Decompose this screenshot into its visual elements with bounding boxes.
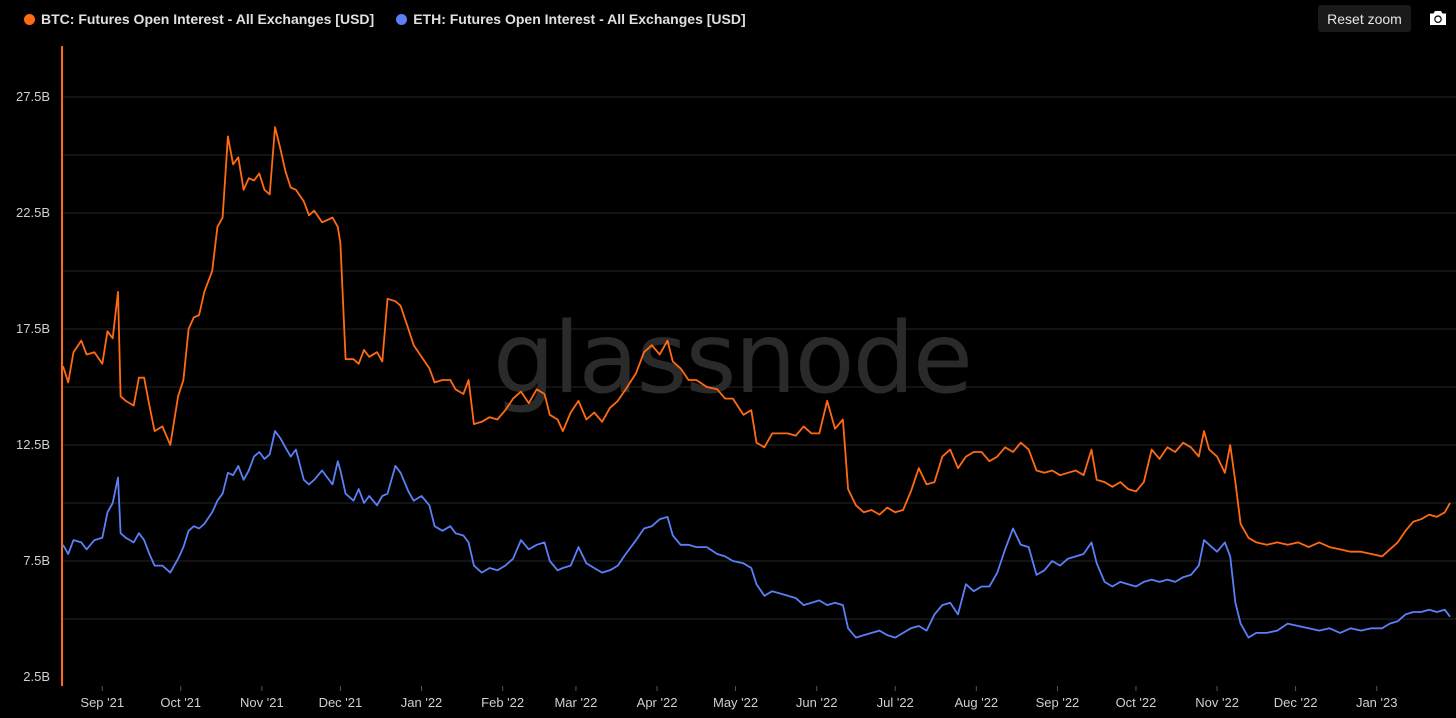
x-tick-label: Apr '22 <box>637 695 678 710</box>
y-tick-label: 12.5B <box>16 437 50 452</box>
x-tick-label: Feb '22 <box>481 695 524 710</box>
y-tick-label: 22.5B <box>16 205 50 220</box>
reset-zoom-button[interactable]: Reset zoom <box>1318 5 1411 32</box>
x-tick-label: Jul '22 <box>877 695 914 710</box>
x-tick-label: Sep '21 <box>80 695 124 710</box>
x-axis-ticks: Sep '21 Oct '21 Nov '21 Dec '21 Jan '22 Feb '… <box>80 686 1397 710</box>
x-tick-label: Sep '22 <box>1036 695 1080 710</box>
chart-legend: BTC: Futures Open Interest - All Exchang… <box>24 11 746 27</box>
x-tick-label: Dec '21 <box>319 695 363 710</box>
x-tick-label: Mar '22 <box>554 695 597 710</box>
legend-item-btc[interactable]: BTC: Futures Open Interest - All Exchang… <box>24 11 374 27</box>
legend-item-eth[interactable]: ETH: Futures Open Interest - All Exchang… <box>396 11 746 27</box>
y-tick-label: 27.5B <box>16 89 50 104</box>
y-tick-label: 7.5B <box>23 553 50 568</box>
y-tick-label: 2.5B <box>23 669 50 684</box>
x-tick-label: Aug '22 <box>954 695 998 710</box>
x-tick-label: Nov '21 <box>240 695 284 710</box>
y-tick-label: 17.5B <box>16 321 50 336</box>
series-line-btc[interactable] <box>62 126 1451 558</box>
legend-label-btc: BTC: Futures Open Interest - All Exchang… <box>41 11 375 27</box>
camera-icon <box>1430 11 1446 25</box>
x-tick-label: Dec '22 <box>1274 695 1318 710</box>
legend-label-eth: ETH: Futures Open Interest - All Exchang… <box>413 11 746 27</box>
x-tick-label: Jan '22 <box>401 695 443 710</box>
x-tick-label: Nov '22 <box>1195 695 1239 710</box>
legend-swatch-btc <box>24 13 35 25</box>
x-tick-label: Jan '23 <box>1356 695 1398 710</box>
gridlines <box>63 96 1456 620</box>
watermark: glassnode <box>493 302 971 416</box>
x-tick-label: Oct '21 <box>160 695 201 710</box>
x-tick-label: Oct '22 <box>1116 695 1157 710</box>
legend-swatch-eth <box>396 13 408 25</box>
x-tick-label: May '22 <box>713 695 758 710</box>
series-line-eth[interactable] <box>62 430 1451 639</box>
camera-button[interactable] <box>1424 3 1452 33</box>
y-axis-ticks: 2.5B 7.5B 12.5B 17.5B 22.5B 27.5B <box>16 89 50 684</box>
x-tick-label: Jun '22 <box>796 695 838 710</box>
series-layer <box>62 126 1451 639</box>
